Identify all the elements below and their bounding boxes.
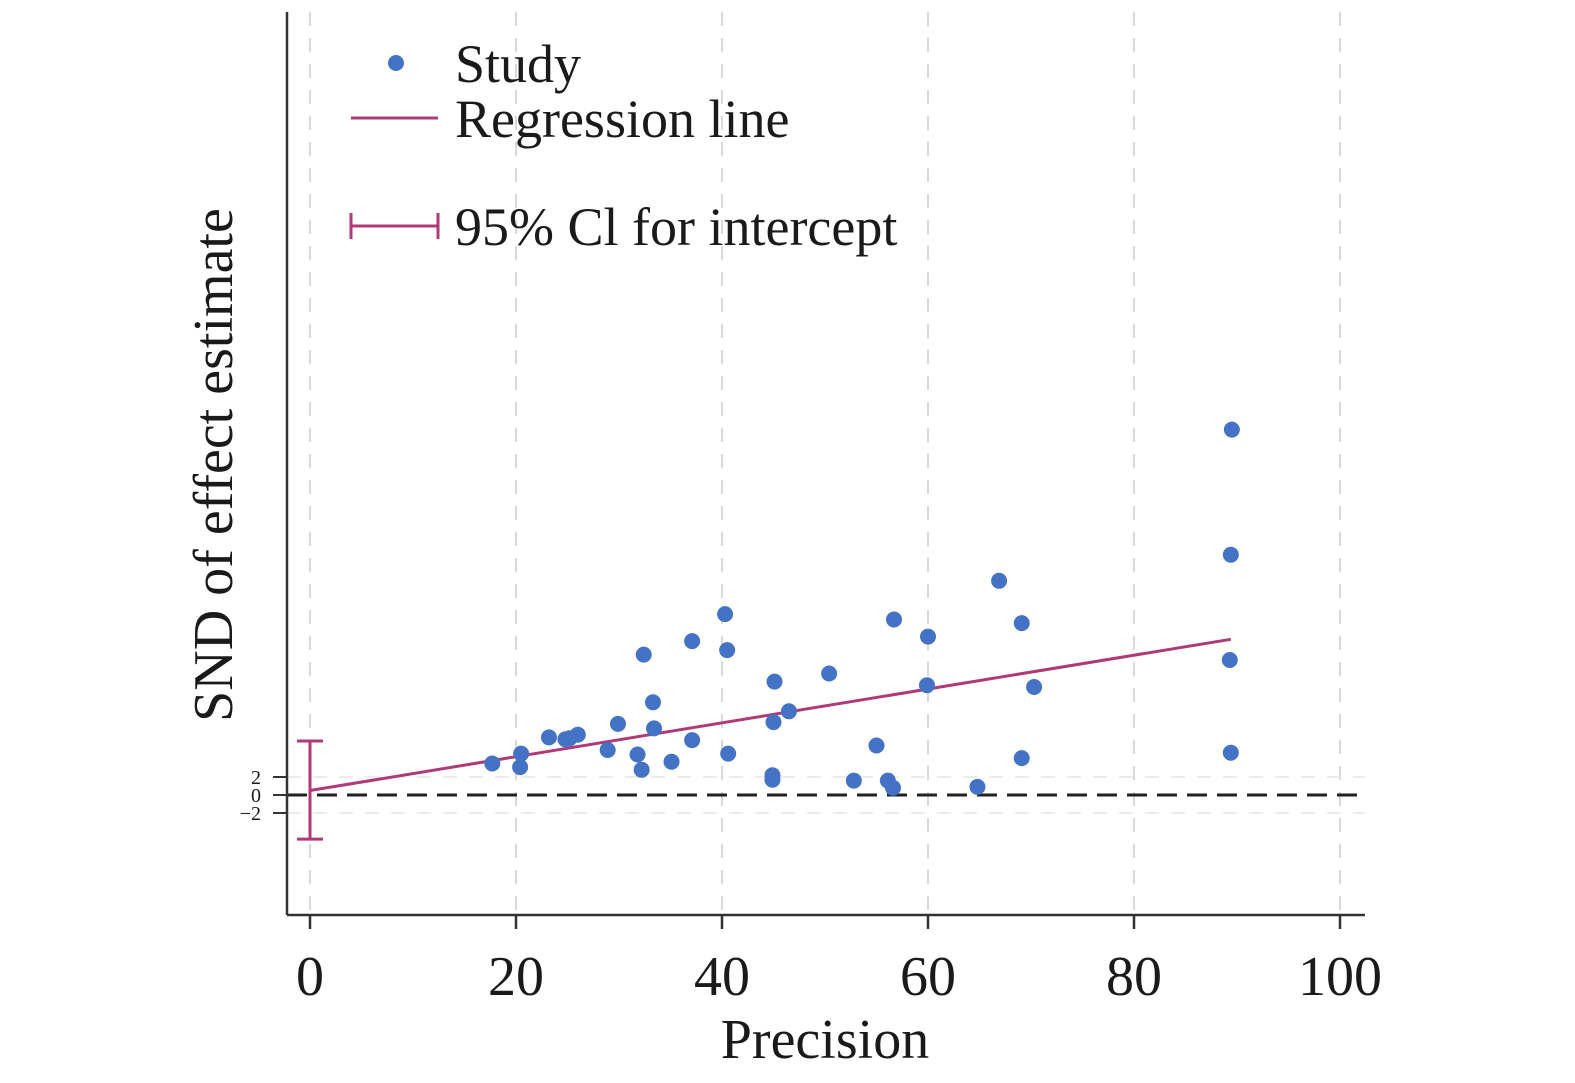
study-point — [1013, 750, 1030, 767]
study-point — [719, 642, 736, 659]
study-point — [969, 778, 986, 795]
x-tick-label-3: 60 — [900, 946, 956, 1008]
study-points — [484, 421, 1240, 796]
study-point — [561, 730, 578, 747]
legend-ci-swatch — [349, 213, 440, 239]
study-point — [1013, 615, 1030, 632]
study-point — [484, 755, 501, 772]
study-point — [646, 720, 663, 737]
grid-lines — [287, 12, 1365, 915]
legend-ci-label: 95% Cl for intercept — [455, 197, 897, 257]
y-tick-label-0: 2 — [251, 767, 261, 789]
x-tick-label-0: 0 — [296, 946, 324, 1008]
study-point — [684, 732, 701, 749]
study-point — [635, 646, 652, 663]
ci-layer — [297, 739, 323, 841]
study-point — [629, 746, 646, 763]
study-point — [633, 761, 650, 778]
y-tick-label-1: 0 — [251, 785, 261, 807]
x-tick-label-4: 80 — [1106, 946, 1162, 1008]
y-tick-label-2: −2 — [240, 803, 261, 825]
study-point — [684, 633, 701, 650]
study-point — [513, 745, 530, 762]
study-point — [845, 772, 862, 789]
study-point — [886, 611, 903, 628]
x-axis-title: Precision — [721, 1009, 929, 1071]
study-point — [609, 715, 626, 732]
study-point — [868, 737, 885, 754]
x-tick-label-1: 20 — [488, 946, 544, 1008]
study-point — [991, 572, 1008, 589]
x-tick-label-5: 100 — [1298, 946, 1382, 1008]
study-point — [764, 771, 781, 788]
study-point — [780, 703, 797, 720]
study-point — [1221, 652, 1238, 668]
study-point — [644, 694, 661, 711]
study-point — [512, 759, 529, 776]
study-point — [717, 606, 734, 623]
study-point — [540, 729, 557, 746]
legend: Study Regression line 95% Cl for interce… — [349, 34, 897, 257]
study-point — [765, 714, 782, 731]
legend-study-label: Study — [455, 34, 581, 94]
study-point — [766, 673, 783, 690]
study-point — [821, 665, 838, 682]
legend-study-marker — [388, 55, 404, 71]
study-point — [599, 742, 616, 758]
axes — [285, 12, 1365, 917]
study-point — [884, 779, 901, 796]
study-point — [1222, 546, 1239, 563]
study-point — [720, 745, 737, 762]
study-point — [920, 628, 936, 645]
study-point — [1026, 679, 1043, 695]
study-point — [1223, 421, 1240, 438]
y-ticks: 20−2 — [240, 767, 287, 825]
x-tick-label-2: 40 — [694, 946, 750, 1008]
y-axis-title: SND of effect estimate — [183, 208, 245, 722]
legend-regression-label: Regression line — [455, 89, 789, 149]
x-ticks: 0 20 40 60 80 100 — [296, 915, 1382, 1008]
study-point — [1222, 744, 1239, 761]
study-point — [918, 677, 935, 694]
study-point — [663, 753, 680, 770]
